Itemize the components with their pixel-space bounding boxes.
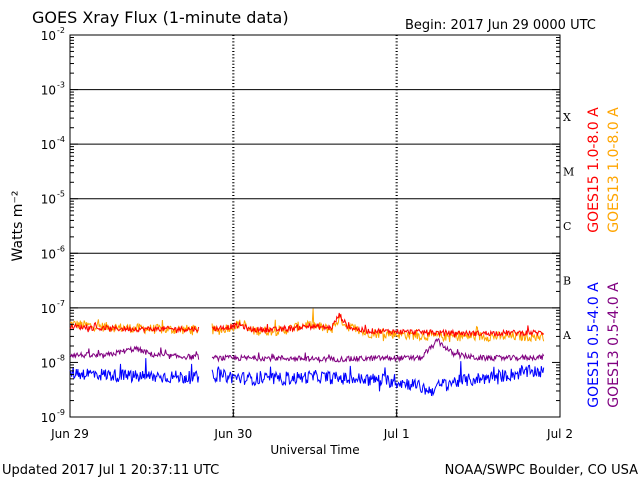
flare-class-label: B bbox=[563, 275, 571, 288]
legend-entry: GOES13 0.5-4.0 A bbox=[606, 282, 622, 408]
series-line bbox=[69, 308, 545, 343]
legend-entry: GOES15 0.5-4.0 A bbox=[586, 282, 602, 408]
y-tick-label-exponent: -8 bbox=[57, 353, 65, 362]
updated-timestamp: Updated 2017 Jul 1 20:37:11 UTC bbox=[2, 463, 219, 478]
series-line bbox=[69, 358, 545, 397]
chart-title: GOES Xray Flux (1-minute data) bbox=[32, 8, 289, 27]
plot-frame bbox=[69, 34, 561, 418]
x-axis-label: Universal Time bbox=[270, 443, 359, 457]
y-tick-label: 10 bbox=[41, 302, 56, 316]
grid bbox=[70, 35, 560, 417]
flare-class-label: M bbox=[563, 165, 574, 178]
x-axis-ticks: Jun 29 Jun 30 Jul 1 Jul 2 bbox=[50, 409, 573, 441]
legend-entry: GOES15 1.0-8.0 A bbox=[586, 107, 602, 233]
flare-class-label: C bbox=[563, 220, 571, 233]
flare-class-labels: X M C B A bbox=[562, 111, 574, 342]
y-tick-label: 10 bbox=[41, 356, 56, 370]
y-tick-label-exponent: -7 bbox=[57, 299, 65, 308]
series-line bbox=[69, 338, 545, 364]
y-tick-label: 10 bbox=[41, 84, 56, 98]
begin-label: Begin: 2017 Jun 29 0000 UTC bbox=[405, 18, 596, 33]
y-tick-label-exponent: -4 bbox=[57, 135, 65, 144]
flare-class-label: A bbox=[562, 329, 572, 342]
y-axis-ticks: 10-210-310-410-510-610-710-810-9 bbox=[41, 26, 560, 425]
y-tick-label-exponent: -3 bbox=[57, 81, 65, 90]
x-tick-label: Jul 1 bbox=[383, 427, 410, 441]
flare-class-label: X bbox=[563, 111, 571, 124]
credit-label: NOAA/SWPC Boulder, CO USA bbox=[445, 463, 638, 478]
y-tick-label: 10 bbox=[41, 247, 56, 261]
series-layer bbox=[69, 308, 545, 397]
y-tick-label: 10 bbox=[41, 29, 56, 43]
y-tick-label-exponent: -9 bbox=[57, 408, 65, 417]
x-tick-label: Jun 29 bbox=[50, 427, 89, 441]
x-tick-label: Jun 30 bbox=[213, 427, 252, 441]
y-tick-label: 10 bbox=[41, 411, 56, 425]
series-line bbox=[69, 312, 545, 338]
y-axis-label: Watts m⁻² bbox=[10, 191, 26, 262]
legend: GOES15 1.0-8.0 A GOES13 1.0-8.0 A GOES15 0… bbox=[586, 107, 622, 408]
x-tick-label: Jul 2 bbox=[546, 427, 573, 441]
y-tick-label-exponent: -2 bbox=[57, 26, 65, 35]
y-tick-label: 10 bbox=[41, 138, 56, 152]
y-tick-label-exponent: -5 bbox=[57, 190, 65, 199]
y-tick-label-exponent: -6 bbox=[57, 244, 65, 253]
y-tick-label: 10 bbox=[41, 193, 56, 207]
legend-entry: GOES13 1.0-8.0 A bbox=[606, 107, 622, 233]
